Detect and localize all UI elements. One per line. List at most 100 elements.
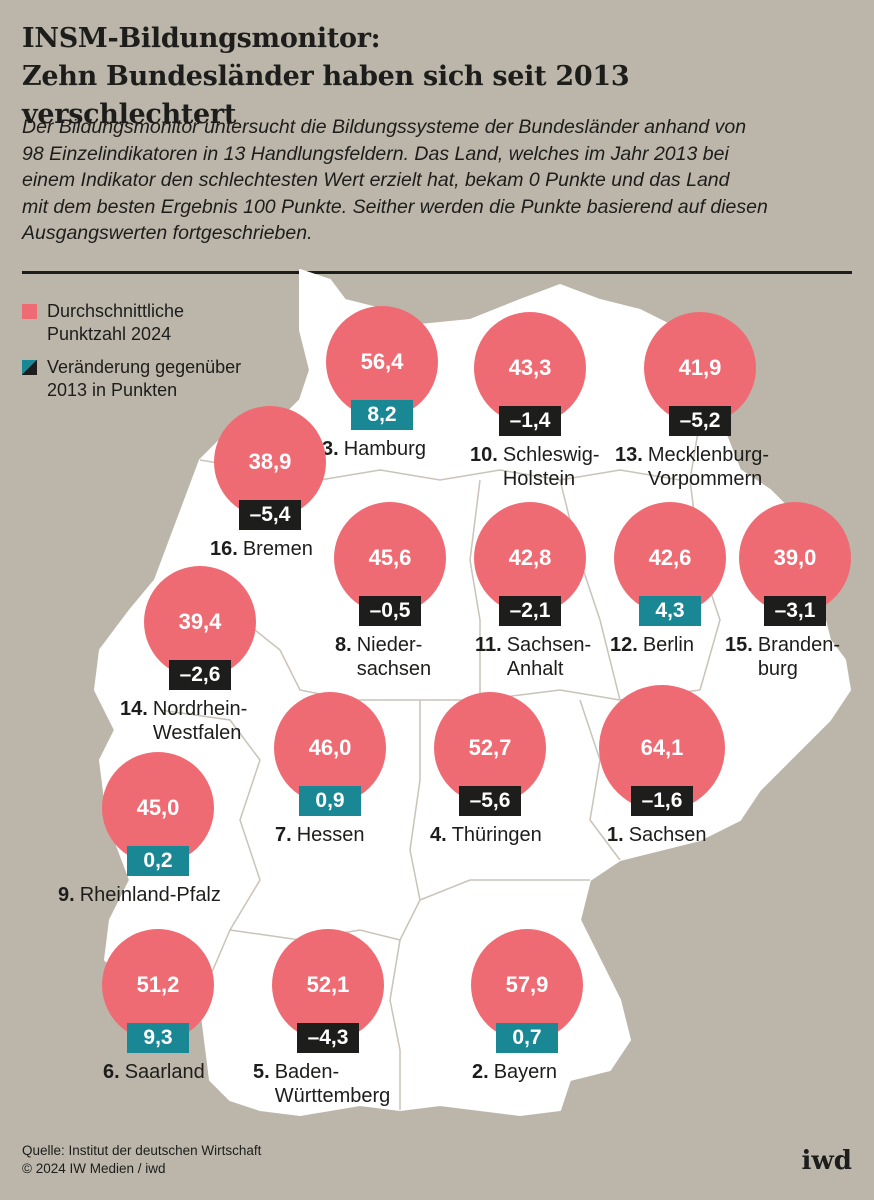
state-name: Saarland <box>124 1061 205 1083</box>
state-11: 64,1 –1,6 1. Sachsen <box>599 685 725 846</box>
change-badge: –1,4 <box>499 406 561 436</box>
state-label: 11. Sachsen- Anhalt <box>475 633 695 681</box>
iwd-logo: iwd <box>801 1146 852 1176</box>
score-bubble: 52,1 <box>272 929 384 1041</box>
state-7: 39,0 –3,1 15. Branden- burg <box>725 502 851 680</box>
state-label: 4. Thüringen <box>430 823 650 847</box>
score-bubble: 42,6 <box>614 502 726 614</box>
score-bubble: 45,0 <box>102 752 214 864</box>
score-swatch <box>22 304 37 319</box>
legend-change-line-1: Veränderung gegenüber <box>47 357 242 377</box>
change-badge: –5,6 <box>459 786 521 816</box>
change-badge: –3,1 <box>764 596 826 626</box>
state-name: Schleswig- Holstein <box>502 444 600 490</box>
legend-change-line-2: 2013 in Punkten <box>47 380 178 400</box>
state-rank: 1. <box>607 824 624 846</box>
change-badge: –2,1 <box>499 596 561 626</box>
state-label: 7. Hessen <box>275 823 495 847</box>
score-bubble: 56,4 <box>326 306 438 418</box>
state-name: Baden- Württemberg <box>274 1061 391 1107</box>
score-bubble: 52,7 <box>434 692 546 804</box>
score-bubble: 42,8 <box>474 502 586 614</box>
score-bubble: 46,0 <box>274 692 386 804</box>
legend-change-text: Veränderung gegenüber 2013 in Punkten <box>47 356 317 402</box>
state-label: 2. Bayern <box>472 1060 692 1084</box>
state-rank: 15. <box>725 634 753 656</box>
state-rank: 2. <box>472 1061 489 1083</box>
state-rank: 7. <box>275 824 292 846</box>
state-5: 42,8 –2,1 11. Sachsen- Anhalt <box>474 502 591 680</box>
legend-score-text: Durchschnittliche Punktzahl 2024 <box>47 300 317 346</box>
legend-item-score: Durchschnittliche Punktzahl 2024 <box>22 300 317 346</box>
title-line-2: Zehn Bundesländer haben sich seit 2013 v… <box>22 61 630 130</box>
legend-score-line-1: Durchschnittliche <box>47 301 185 321</box>
state-name: Branden- burg <box>757 634 841 680</box>
state-6: 42,6 4,3 12. Berlin <box>610 502 726 656</box>
state-name: Thüringen <box>451 824 542 846</box>
state-name: Mecklenburg- Vorpommern <box>647 444 769 490</box>
change-badge: 0,9 <box>299 786 361 816</box>
change-badge: 0,2 <box>127 846 189 876</box>
state-rank: 10. <box>470 444 498 466</box>
state-label: 16. Bremen <box>210 537 430 561</box>
state-name: Hamburg <box>343 438 426 460</box>
intro-line-3: einem Indikator den schlechtesten Wert e… <box>22 169 730 191</box>
legend: Durchschnittliche Punktzahl 2024 Verände… <box>22 300 317 412</box>
state-label: 6. Saarland <box>103 1060 323 1084</box>
state-label: 10. Schleswig- Holstein <box>470 443 690 491</box>
state-label: 13. Mecklenburg- Vorpommern <box>615 443 835 491</box>
legend-item-change: Veränderung gegenüber 2013 in Punkten <box>22 356 317 402</box>
state-label: 3. Hamburg <box>322 437 542 461</box>
state-1: 43,3 –1,4 10. Schleswig- Holstein <box>470 312 600 490</box>
state-label: 15. Branden- burg <box>725 633 874 681</box>
state-12: 45,0 0,2 9. Rheinland-Pfalz <box>58 752 221 906</box>
state-rank: 9. <box>58 884 75 906</box>
border-line <box>409 700 421 901</box>
border-line <box>579 699 621 861</box>
state-name: Nieder- sachsen <box>356 634 432 680</box>
state-label: 8. Nieder- sachsen <box>335 633 555 681</box>
state-name: Bayern <box>493 1061 558 1083</box>
state-rank: 8. <box>335 634 352 656</box>
state-15: 57,9 0,7 2. Bayern <box>471 929 583 1083</box>
state-rank: 4. <box>430 824 447 846</box>
state-rank: 12. <box>610 634 638 656</box>
chart-title: INSM-Bildungsmonitor: Zehn Bundesländer … <box>22 20 852 134</box>
score-bubble: 51,2 <box>102 929 214 1041</box>
state-label: 12. Berlin <box>610 633 830 657</box>
state-rank: 5. <box>253 1061 270 1083</box>
intro-line-5: Ausgangswerten fortgeschrieben. <box>22 222 313 244</box>
state-10: 52,7 –5,6 4. Thüringen <box>430 692 546 846</box>
change-badge: –4,3 <box>297 1023 359 1053</box>
state-rank: 6. <box>103 1061 120 1083</box>
intro-line-4: mit dem besten Ergebnis 100 Punkte. Seit… <box>22 195 768 218</box>
score-bubble: 41,9 <box>644 312 756 424</box>
intro-line-2: 98 Einzelindikatoren in 13 Handlungsfeld… <box>22 142 729 165</box>
state-name: Hessen <box>296 824 365 846</box>
border-line <box>469 479 481 700</box>
state-2: 41,9 –5,2 13. Mecklenburg- Vorpommern <box>615 312 769 490</box>
state-name: Sachsen- Anhalt <box>506 634 592 680</box>
state-rank: 13. <box>615 444 643 466</box>
change-badge: 8,2 <box>351 400 413 430</box>
intro-line-1: Der Bildungsmonitor untersucht die Bildu… <box>22 116 747 138</box>
state-name: Bremen <box>242 538 313 560</box>
divider <box>22 271 852 274</box>
state-rank: 16. <box>210 538 238 560</box>
score-bubble: 39,0 <box>739 502 851 614</box>
state-rank: 3. <box>322 438 339 460</box>
state-name: Nordrhein- Westfalen <box>152 698 248 744</box>
state-name: Sachsen <box>628 824 707 846</box>
score-bubble: 39,4 <box>144 566 256 678</box>
state-0: 56,4 8,2 3. Hamburg <box>322 306 438 460</box>
source-text: Quelle: Institut der deutschen Wirtschaf… <box>22 1143 262 1158</box>
state-9: 46,0 0,9 7. Hessen <box>274 692 386 846</box>
change-badge: 0,7 <box>496 1023 558 1053</box>
state-label: 14. Nordrhein- Westfalen <box>120 697 340 745</box>
copyright-text: © 2024 IW Medien / iwd <box>22 1161 166 1176</box>
change-badge: 4,3 <box>639 596 701 626</box>
intro-text: Der Bildungsmonitor untersucht die Bildu… <box>22 114 862 247</box>
change-badge: –5,4 <box>239 500 301 530</box>
change-badge: –1,6 <box>631 786 693 816</box>
change-badge: –5,2 <box>669 406 731 436</box>
